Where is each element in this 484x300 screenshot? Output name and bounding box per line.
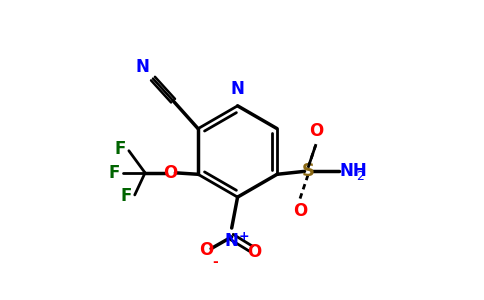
Text: O: O <box>163 164 177 182</box>
Text: -: - <box>212 254 218 268</box>
Text: O: O <box>293 202 307 220</box>
Text: F: F <box>108 164 120 182</box>
Text: N: N <box>231 80 244 98</box>
Text: O: O <box>309 122 323 140</box>
Text: NH: NH <box>340 162 367 180</box>
Text: F: F <box>115 140 126 158</box>
Text: S: S <box>302 162 315 180</box>
Text: O: O <box>199 241 214 259</box>
Text: N: N <box>225 232 239 250</box>
Text: F: F <box>121 188 132 206</box>
Text: N: N <box>136 58 150 76</box>
Text: 2: 2 <box>356 169 364 183</box>
Text: +: + <box>238 230 249 242</box>
Text: O: O <box>247 243 261 261</box>
